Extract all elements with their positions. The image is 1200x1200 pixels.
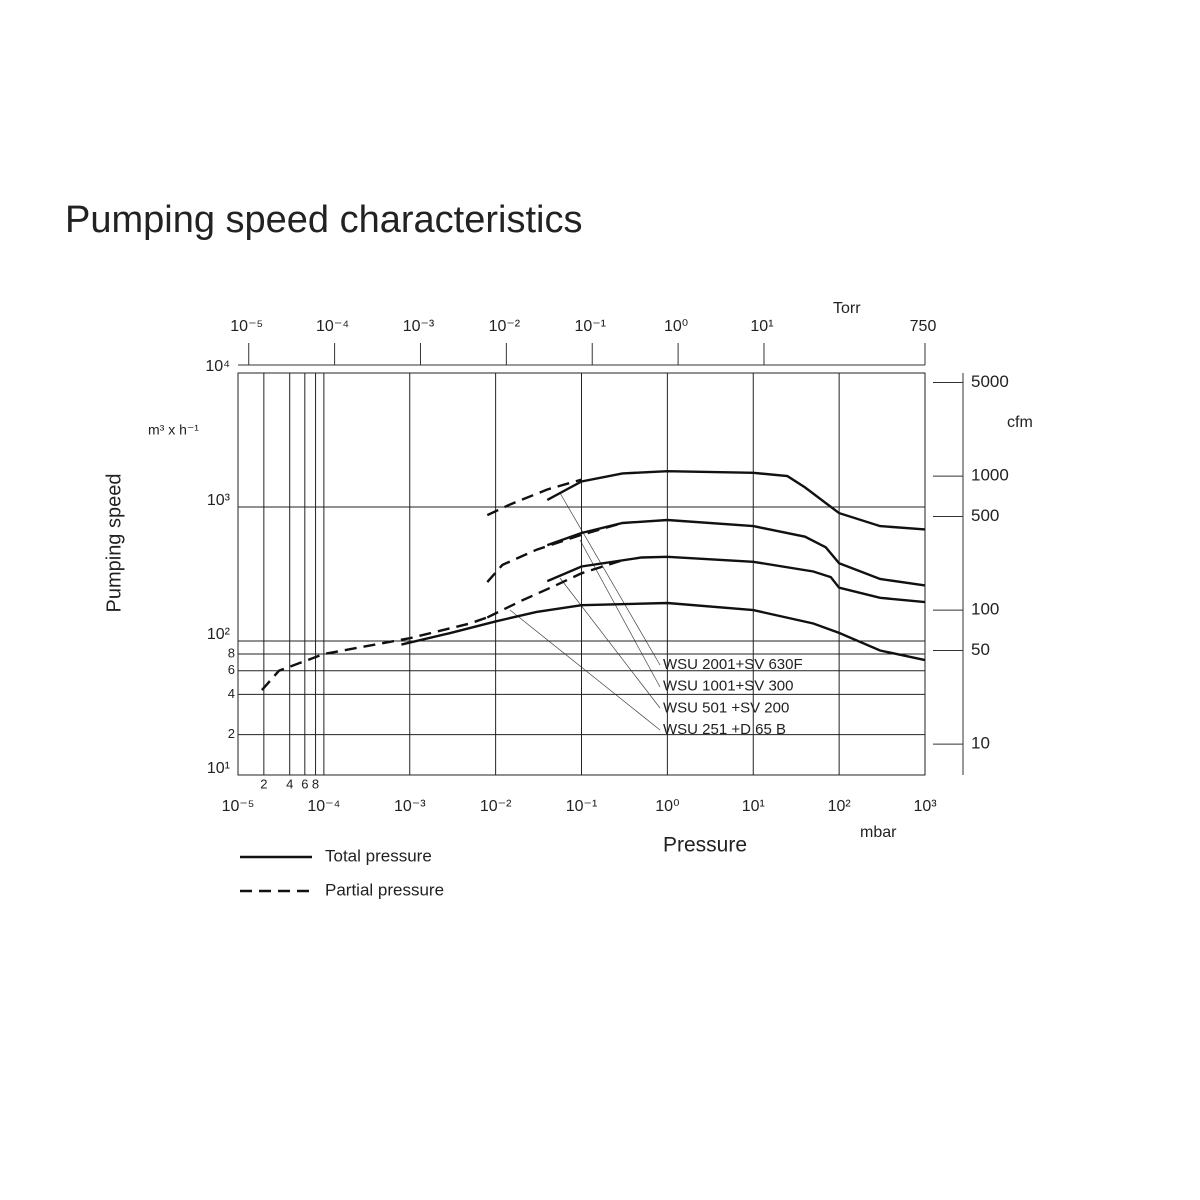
y-unit: m³ x h⁻¹ bbox=[148, 422, 199, 438]
x-tick-label: 10² bbox=[828, 798, 852, 815]
y-minor-tick-label: 2 bbox=[228, 726, 235, 741]
annotation-box bbox=[655, 654, 835, 742]
y-tick-label: 10² bbox=[207, 626, 231, 643]
y-tick-label: 10³ bbox=[207, 492, 231, 509]
x-tick-label: 10¹ bbox=[742, 798, 765, 815]
total-line bbox=[546, 469, 926, 531]
x-tick-label: 10⁻³ bbox=[394, 798, 426, 815]
annotation: WSU 2001+SV 630F bbox=[663, 656, 803, 673]
x-axis-label: Pressure bbox=[663, 834, 747, 857]
chart-title: Pumping speed characteristics bbox=[65, 199, 582, 241]
x2-tick-label: 10⁻¹ bbox=[574, 318, 606, 335]
y-tick-label: 10⁴ bbox=[205, 358, 230, 375]
total-line bbox=[546, 518, 926, 587]
x-minor-tick-label: 6 bbox=[301, 776, 308, 791]
x-minor-tick-label: 8 bbox=[312, 776, 319, 791]
total-line bbox=[546, 555, 926, 604]
x-minor-tick-label: 4 bbox=[286, 776, 293, 791]
x2-unit: Torr bbox=[833, 300, 861, 317]
x2-tick-label: 10⁰ bbox=[664, 318, 688, 335]
partial-line bbox=[486, 559, 623, 619]
y2-tick-label: 1000 bbox=[971, 466, 1009, 485]
y2-unit: cfm bbox=[1007, 414, 1033, 431]
y-minor-tick-label: 8 bbox=[228, 645, 235, 660]
x2-tick-label: 10⁻³ bbox=[403, 318, 435, 335]
annotation: WSU 501 +SV 200 bbox=[663, 699, 789, 716]
partial-line bbox=[486, 478, 582, 517]
legend-label: Partial pressure bbox=[325, 880, 444, 899]
total-line bbox=[401, 601, 926, 662]
legend-label: Total pressure bbox=[325, 846, 432, 865]
y2-tick-label: 5000 bbox=[971, 372, 1009, 391]
annotation: WSU 1001+SV 300 bbox=[663, 678, 794, 695]
x-tick-label: 10⁻² bbox=[480, 798, 512, 815]
partial-line bbox=[260, 616, 488, 691]
annotation: WSU 251 +D 65 B bbox=[663, 721, 786, 738]
x-tick-label: 10⁻¹ bbox=[566, 798, 598, 815]
y2-tick-label: 50 bbox=[971, 640, 990, 659]
x2-tick-label: 10⁻⁴ bbox=[316, 318, 349, 335]
x-tick-label: 10⁻⁴ bbox=[307, 798, 340, 815]
x-minor-tick-label: 2 bbox=[260, 776, 267, 791]
x-unit: mbar bbox=[860, 824, 897, 841]
y-tick-label: 10¹ bbox=[207, 760, 230, 777]
y2-tick-label: 500 bbox=[971, 506, 999, 525]
leader-lines bbox=[509, 492, 661, 731]
y-minor-tick-label: 6 bbox=[228, 662, 235, 677]
y-axis-label: Pumping speed bbox=[103, 474, 125, 613]
partial-line bbox=[486, 521, 623, 583]
x2-tick-label: 750 bbox=[910, 318, 937, 335]
x-tick-label: 10³ bbox=[913, 798, 937, 815]
x2-tick-label: 10⁻² bbox=[489, 318, 521, 335]
y2-tick-label: 10 bbox=[971, 734, 990, 753]
y2-tick-label: 100 bbox=[971, 600, 999, 619]
x-tick-label: 10⁰ bbox=[655, 798, 679, 815]
x2-tick-label: 10⁻⁵ bbox=[230, 318, 263, 335]
x-tick-label: 10⁻⁵ bbox=[222, 798, 255, 815]
y-minor-tick-label: 4 bbox=[228, 686, 235, 701]
x2-tick-label: 10¹ bbox=[750, 318, 773, 335]
